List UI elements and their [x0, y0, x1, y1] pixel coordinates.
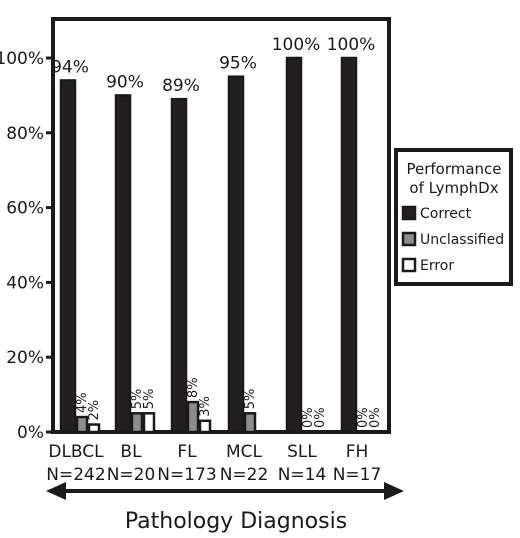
y-tick-label: 40% [6, 273, 44, 293]
data-label-unclassified-fh: 0% [356, 407, 371, 428]
bar-correct-sll [285, 56, 303, 434]
legend-label-unclassified: Unclassified [420, 232, 504, 248]
legend-label-error: Error [420, 258, 454, 274]
bar-error-bl [142, 412, 156, 434]
data-label-error-fh: 0% [368, 407, 383, 428]
bar-unclassified-fl [186, 400, 200, 434]
y-tick-label: 20% [6, 348, 44, 368]
data-label-unclassified-sll: 0% [301, 407, 316, 428]
x-count-label-dlbcl: N=242 [46, 465, 105, 485]
x-tick-label-fl: FL [177, 442, 197, 462]
data-label-correct-fh: 100% [327, 35, 376, 55]
data-label-unclassified-dlbcl: 4% [75, 392, 90, 413]
data-label-unclassified-bl: 5% [130, 389, 145, 410]
y-tick-label: 100% [0, 49, 44, 69]
data-label-unclassified-fl: 8% [186, 377, 201, 398]
plot-frame [51, 17, 391, 434]
x-count-label-fl: N=173 [157, 465, 216, 485]
data-label-error-fl: 3% [198, 396, 213, 417]
bar-correct-bl [114, 94, 132, 434]
y-tick-label: 80% [6, 124, 44, 144]
data-label-error-bl: 5% [142, 389, 157, 410]
bar-unclassified-mcl [243, 412, 257, 434]
data-label-correct-fl: 89% [162, 76, 200, 96]
x-axis-title: Pathology Diagnosis [125, 509, 347, 534]
x-tick-label-bl: BL [120, 442, 142, 462]
legend: Performance of LymphDx Correct Unclassifi… [394, 148, 513, 286]
data-label-error-sll: 0% [313, 407, 328, 428]
data-label-correct-sll: 100% [272, 35, 321, 55]
x-count-label-sll: N=14 [278, 465, 327, 485]
y-axis: 0% 20% 40% 60% 80% 100% [0, 49, 53, 443]
x-tick-label-mcl: MCL [226, 442, 263, 462]
x-count-label-fh: N=17 [333, 465, 382, 485]
x-axis: DLBCL N=242 BL N=20 FL N=173 MCL N=22 SLL N=14 FH N… [46, 442, 381, 485]
bar-correct-dlbcl [59, 79, 77, 434]
data-label-correct-dlbcl: 94% [51, 57, 89, 77]
legend-title-line1: Performance [406, 160, 501, 178]
bar-correct-fh [340, 56, 358, 434]
bar-error-fl [198, 419, 212, 434]
data-label-correct-bl: 90% [106, 72, 144, 92]
x-axis-arrow [46, 482, 404, 500]
legend-label-correct: Correct [420, 206, 472, 222]
legend-swatch-unclassified [401, 231, 417, 247]
data-label-unclassified-mcl: 5% [243, 389, 258, 410]
bar-error-dlbcl [87, 423, 101, 434]
legend-swatch-error [401, 257, 417, 273]
y-tick-label: 0% [17, 423, 44, 443]
legend-swatch-correct [401, 205, 417, 221]
bars: 94%4%2%90%5%5%89%8%3%95%5%100%0%0%100%0%… [51, 35, 383, 434]
bar-correct-fl [170, 97, 188, 434]
y-tick-label: 60% [6, 199, 44, 219]
x-count-label-mcl: N=22 [220, 465, 269, 485]
x-tick-label-sll: SLL [287, 442, 317, 462]
x-tick-label-fh: FH [346, 442, 369, 462]
bar-unclassified-dlbcl [75, 415, 89, 434]
data-label-correct-mcl: 95% [219, 54, 257, 74]
legend-title-line2: of LymphDx [409, 179, 498, 197]
bar-correct-mcl [227, 75, 245, 434]
bar-unclassified-bl [130, 412, 144, 434]
x-tick-label-dlbcl: DLBCL [48, 442, 104, 462]
data-label-error-dlbcl: 2% [87, 400, 102, 421]
x-count-label-bl: N=20 [107, 465, 156, 485]
